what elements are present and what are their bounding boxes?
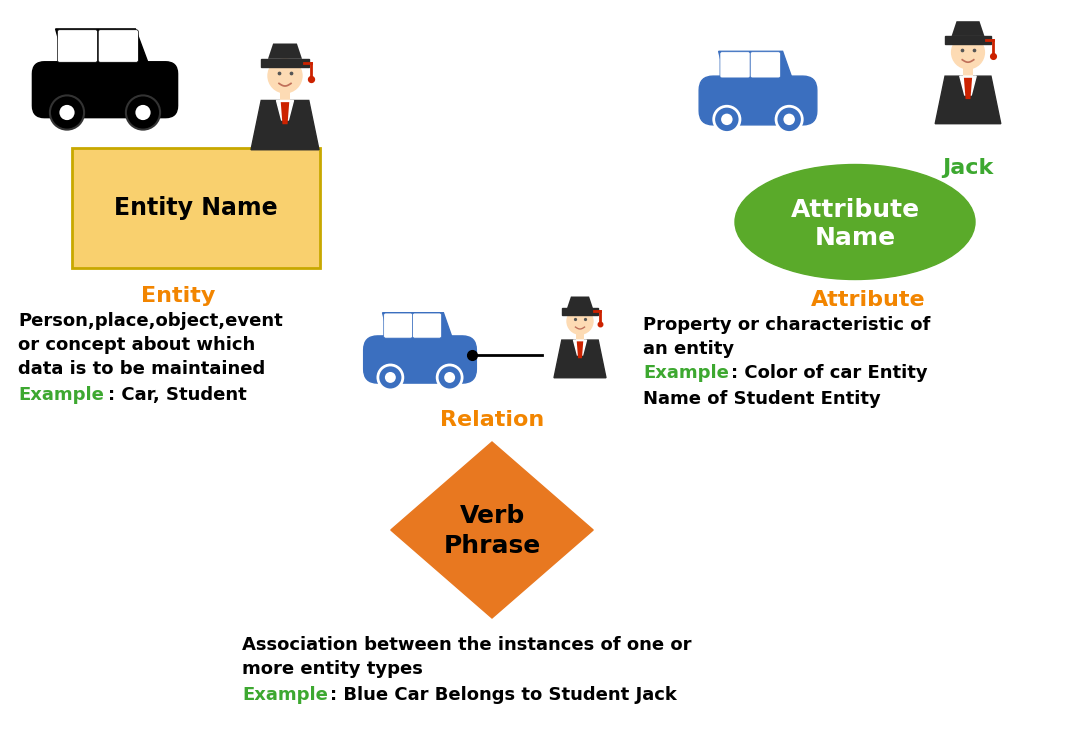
Text: more entity types: more entity types [242, 660, 423, 678]
Circle shape [126, 96, 160, 130]
Text: Relation: Relation [440, 410, 544, 430]
Polygon shape [567, 297, 593, 308]
Text: Name: Name [814, 226, 895, 250]
Text: Person,place,object,event: Person,place,object,event [18, 312, 283, 330]
Polygon shape [935, 76, 1001, 124]
Text: Attribute: Attribute [811, 290, 926, 310]
FancyBboxPatch shape [576, 334, 584, 340]
Polygon shape [281, 102, 289, 124]
Text: Property or characteristic of: Property or characteristic of [643, 316, 930, 334]
Polygon shape [959, 76, 977, 95]
Text: Example: Example [242, 686, 327, 704]
FancyBboxPatch shape [750, 52, 780, 78]
Polygon shape [719, 51, 795, 84]
Polygon shape [55, 29, 151, 70]
FancyBboxPatch shape [413, 313, 441, 338]
Text: Entity Name: Entity Name [114, 196, 278, 220]
FancyBboxPatch shape [562, 308, 598, 315]
Polygon shape [276, 100, 294, 120]
Text: an entity: an entity [643, 340, 734, 358]
FancyBboxPatch shape [72, 148, 320, 268]
Polygon shape [952, 22, 984, 36]
Polygon shape [268, 44, 302, 59]
FancyBboxPatch shape [99, 30, 139, 62]
Circle shape [385, 372, 396, 383]
Circle shape [776, 106, 802, 133]
Circle shape [784, 114, 795, 125]
Polygon shape [577, 341, 583, 358]
Circle shape [444, 372, 455, 383]
Polygon shape [383, 312, 454, 344]
Circle shape [721, 114, 733, 125]
Ellipse shape [735, 165, 975, 280]
Text: Association between the instances of one or: Association between the instances of one… [242, 636, 692, 654]
Text: Name of Student Entity: Name of Student Entity [643, 390, 880, 408]
Circle shape [437, 365, 462, 390]
FancyBboxPatch shape [280, 92, 291, 100]
Text: : Color of car Entity: : Color of car Entity [731, 364, 928, 382]
Circle shape [952, 36, 984, 69]
Text: data is to be maintained: data is to be maintained [18, 360, 266, 378]
Text: Phrase: Phrase [443, 534, 541, 558]
FancyBboxPatch shape [384, 313, 413, 338]
FancyBboxPatch shape [720, 52, 750, 78]
Polygon shape [251, 100, 319, 150]
Text: Example: Example [18, 386, 104, 404]
Polygon shape [391, 442, 593, 618]
Text: Jack: Jack [942, 158, 994, 178]
Text: Verb: Verb [460, 504, 525, 528]
Text: Example: Example [643, 364, 728, 382]
Polygon shape [964, 78, 972, 99]
Polygon shape [554, 340, 606, 378]
Text: or concept about which: or concept about which [18, 336, 255, 354]
Text: Entity: Entity [141, 286, 216, 306]
FancyBboxPatch shape [963, 68, 973, 76]
FancyBboxPatch shape [33, 62, 178, 118]
Text: Attribute: Attribute [790, 198, 919, 222]
Circle shape [60, 105, 75, 120]
FancyBboxPatch shape [40, 84, 169, 113]
FancyBboxPatch shape [261, 59, 309, 68]
Circle shape [50, 96, 85, 130]
Circle shape [567, 308, 593, 334]
Circle shape [713, 106, 740, 133]
Text: : Blue Car Belongs to Student Jack: : Blue Car Belongs to Student Jack [330, 686, 676, 704]
Circle shape [136, 105, 151, 120]
Circle shape [378, 365, 403, 390]
FancyBboxPatch shape [372, 354, 468, 376]
FancyBboxPatch shape [707, 95, 809, 118]
FancyBboxPatch shape [699, 76, 817, 125]
Text: : Car, Student: : Car, Student [108, 386, 247, 404]
FancyBboxPatch shape [363, 336, 476, 383]
Circle shape [268, 59, 302, 93]
Polygon shape [573, 340, 586, 355]
FancyBboxPatch shape [945, 36, 991, 45]
FancyBboxPatch shape [57, 30, 98, 62]
